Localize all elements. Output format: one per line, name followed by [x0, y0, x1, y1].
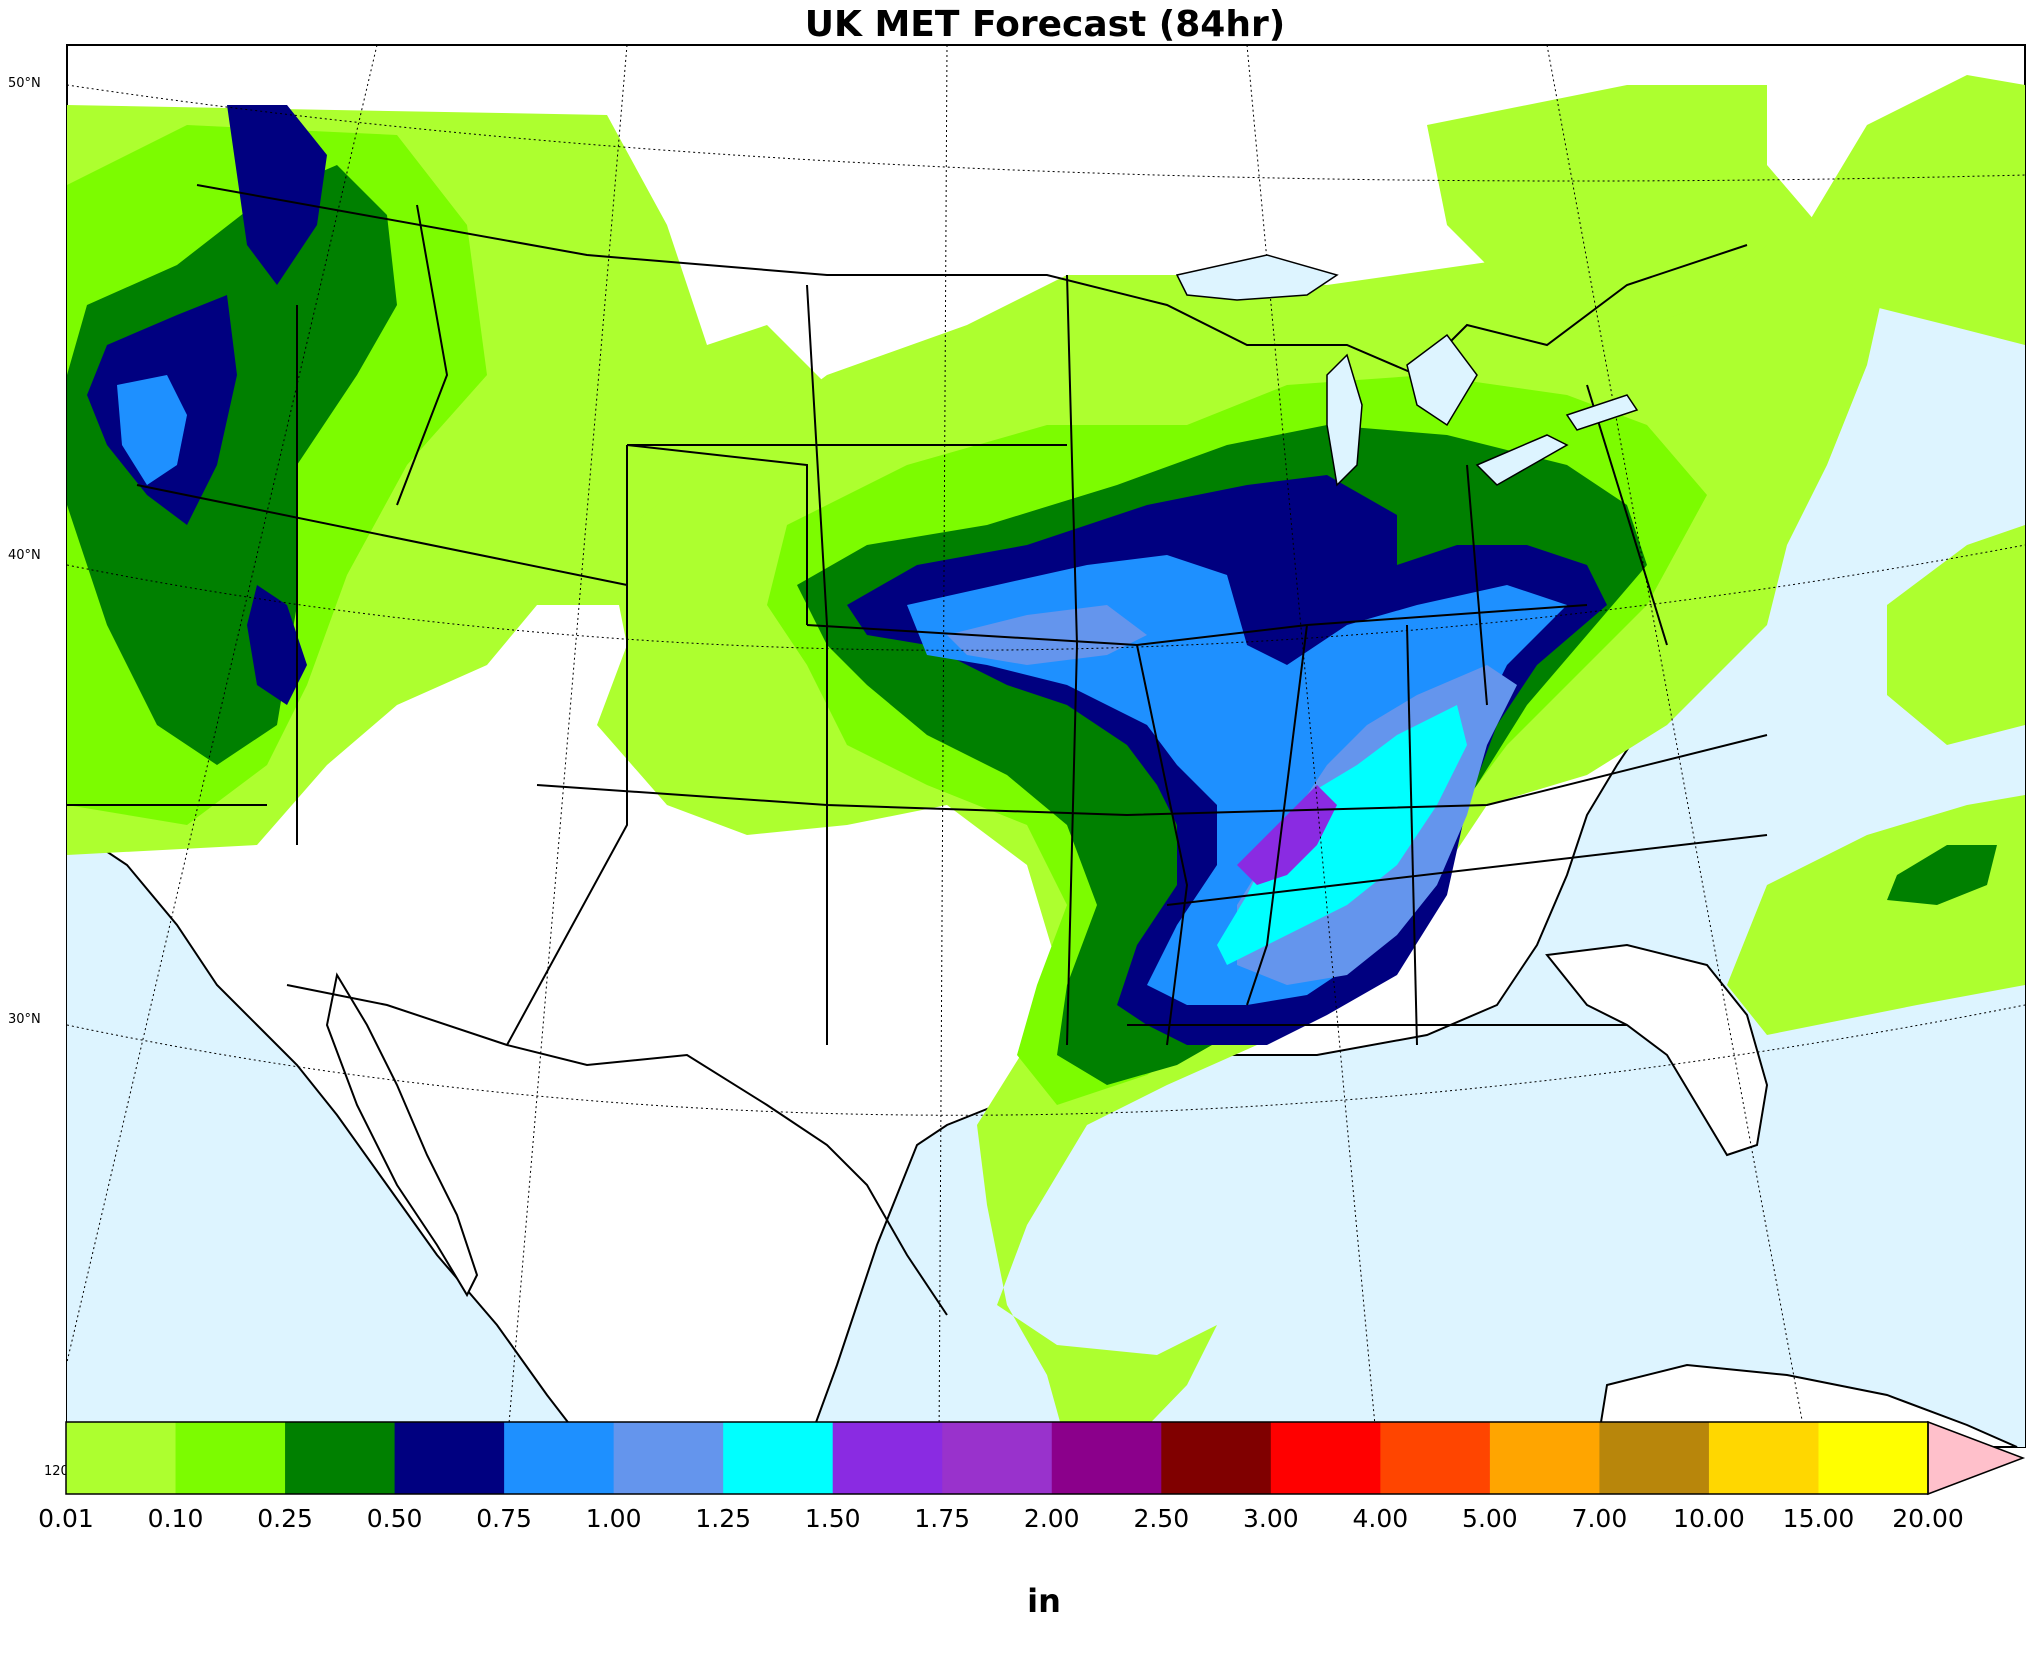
state-line-8: [1066, 274, 1079, 1046]
meridian-100w: [938, 45, 948, 1447]
lake-huron: [1406, 333, 1478, 427]
meridian-120w: [67, 45, 378, 1365]
lon-label-90w: 90°W: [1346, 1464, 1382, 1479]
map-title: UK MET Forecast (84hr): [804, 4, 1286, 45]
state-line-10: [1246, 624, 1308, 1006]
us-canada-border: [196, 184, 1748, 377]
lake-superior: [1175, 254, 1339, 301]
borders: [67, 184, 1768, 1316]
state-line-3: [506, 445, 628, 1046]
state-line-6: [536, 734, 1768, 817]
colorbar-tick-label: 1.50: [804, 1504, 861, 1533]
colorbar-tick-label: 3.00: [1242, 1504, 1299, 1533]
colorbar-tick-label: 4.00: [1352, 1504, 1409, 1533]
colorbar-tick-label: 1.75: [914, 1504, 971, 1533]
state-line-12: [1166, 834, 1768, 906]
precip-extreme-3: [1217, 705, 1467, 965]
state-line-14: [396, 204, 449, 506]
precip-heavy-west: [67, 165, 397, 765]
colorbar-tick-label: 1.25: [695, 1504, 752, 1533]
colorbar-tick-label: 1.00: [585, 1504, 642, 1533]
great-lakes: [1175, 254, 1639, 487]
colorbar-tick-label: 7.00: [1571, 1504, 1628, 1533]
colorbar-tick-label: 15.00: [1782, 1504, 1855, 1533]
lon-label-80w: 80°W: [1782, 1464, 1818, 1479]
colorbar-unit-label: in: [1027, 1582, 1061, 1620]
state-line-5: [806, 604, 1588, 647]
lon-label-120w: 120°W: [44, 1464, 89, 1479]
precipitation-map: [66, 44, 2026, 1448]
lat-label-30n: 30°N: [8, 1012, 41, 1027]
colorbar-tick-label: 2.50: [1133, 1504, 1190, 1533]
precip-intense-north: [227, 105, 327, 285]
parallel-30n: [67, 1004, 2025, 1116]
colorbar-tick-label: 0.10: [147, 1504, 204, 1533]
colorbar-tick-label: 2.00: [1023, 1504, 1080, 1533]
state-line-7: [806, 284, 828, 1045]
precip-light-east-atlantic: [1887, 525, 2025, 745]
colorbar-tick-label: 0.01: [38, 1504, 94, 1533]
cuba-land: [1595, 1363, 2018, 1447]
lake-ontario: [1565, 394, 1639, 431]
florida-land: [1545, 943, 1769, 1157]
lat-label-40n: 40°N: [8, 548, 41, 563]
colorbar-tick-label: 5.00: [1462, 1504, 1518, 1533]
precip-very-heavy-west: [117, 375, 187, 485]
lon-label-110w: 110°W: [482, 1464, 527, 1479]
parallel-40n: [67, 544, 2025, 651]
lat-label-50n: 50°N: [8, 76, 41, 91]
state-line-4: [626, 444, 808, 625]
lake-michigan: [1326, 353, 1363, 487]
state-line-9: [1136, 644, 1189, 1046]
state-line-2: [136, 484, 628, 586]
colorbar-tick-label: 0.25: [257, 1504, 313, 1533]
colorbar-tick-label: 10.00: [1673, 1504, 1745, 1533]
us-mexico-border: [286, 984, 948, 1316]
precip-layer: [67, 75, 2025, 1447]
precip-heavy-atlantic: [1887, 845, 1997, 905]
lon-label-100w: 100°W: [912, 1464, 957, 1479]
baja-land: [325, 972, 479, 1298]
precip-intense-west-2: [247, 585, 307, 705]
colorbar-tick-label: 0.75: [476, 1504, 532, 1533]
precip-light-atlantic: [1727, 795, 2025, 1035]
lake-erie: [1475, 434, 1569, 486]
state-line-16: [1466, 464, 1488, 706]
colorbar-tick-label: 0.50: [366, 1504, 423, 1533]
state-line-11: [1406, 624, 1418, 1046]
precip-light-northeast: [1427, 85, 1767, 345]
map-canvas: [67, 45, 2025, 1447]
state-line-17: [1586, 384, 1668, 646]
colorbar-tick-label: 20.00: [1892, 1504, 1964, 1533]
graticule: [67, 45, 2025, 1447]
precip-light-eastcanada: [1807, 75, 2025, 345]
